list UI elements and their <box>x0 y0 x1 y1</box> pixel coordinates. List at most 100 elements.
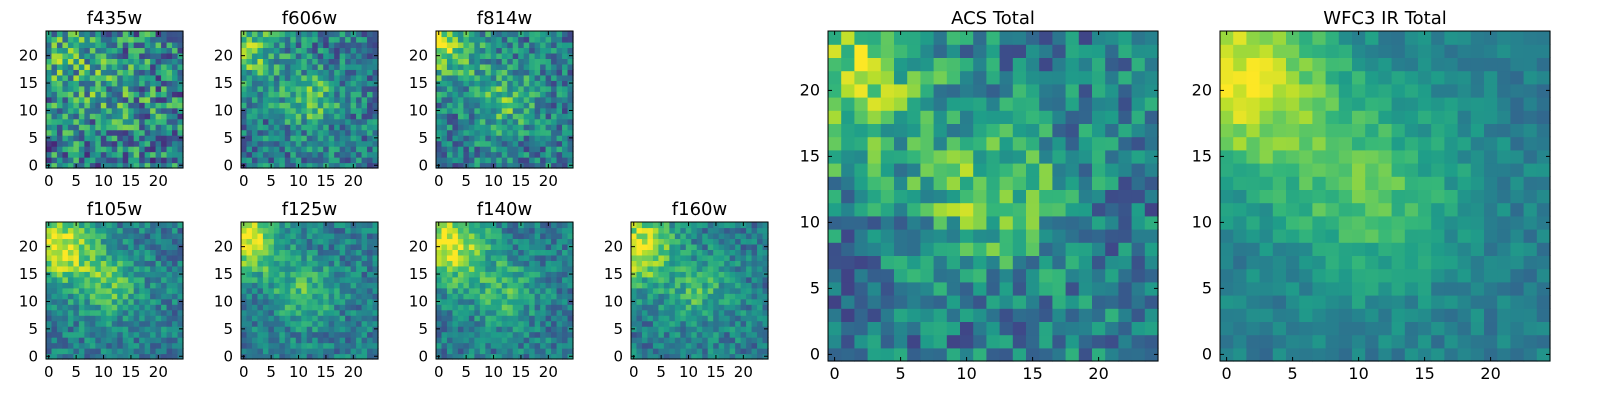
heatmap-cell <box>257 102 264 109</box>
heatmap-cell <box>367 271 374 278</box>
heatmap-cell <box>251 91 259 98</box>
heatmap-cell <box>367 348 374 355</box>
heatmap-cell <box>718 227 725 234</box>
heatmap-cell <box>1039 215 1053 230</box>
heatmap-cell <box>246 129 253 136</box>
heatmap-cell <box>446 151 454 158</box>
heatmap-cell <box>367 135 374 142</box>
heatmap-cell <box>468 331 475 338</box>
heatmap-cell <box>144 265 151 272</box>
heatmap-cell <box>56 227 64 234</box>
x-tick-label: 15 <box>121 172 140 190</box>
heatmap-cell <box>328 282 335 289</box>
heatmap-cell <box>551 298 558 305</box>
heatmap-cell <box>84 36 91 43</box>
heatmap-cell <box>540 151 547 158</box>
heatmap-cell <box>177 293 184 300</box>
heatmap-cell <box>144 238 151 245</box>
heatmap-cell <box>920 163 935 177</box>
heatmap-cell <box>636 238 643 245</box>
heatmap-cell <box>724 260 731 267</box>
heatmap-cell <box>534 102 541 109</box>
heatmap-cell <box>463 260 470 267</box>
heatmap-cell <box>457 80 464 87</box>
heatmap-cell <box>523 342 530 349</box>
heatmap-cell <box>339 41 346 49</box>
heatmap-cell <box>350 227 357 234</box>
heatmap-cell <box>46 113 53 120</box>
heatmap-cell <box>551 124 558 131</box>
heatmap-cell <box>562 304 569 311</box>
heatmap-cell <box>562 118 569 125</box>
heatmap-cell <box>323 320 330 327</box>
heatmap-cell <box>295 135 302 142</box>
heatmap-cell <box>73 58 80 65</box>
heatmap-cell <box>339 151 346 158</box>
heatmap-cell <box>485 58 492 65</box>
heatmap-cell <box>718 243 725 250</box>
heatmap-cell <box>641 353 649 360</box>
heatmap-cell <box>1131 281 1146 296</box>
heatmap-cell <box>106 222 113 229</box>
heatmap-cell <box>854 202 869 217</box>
heatmap-cell <box>100 227 107 234</box>
heatmap-cell <box>273 315 280 322</box>
heatmap-cell <box>463 102 470 109</box>
heatmap-cell <box>350 320 357 327</box>
heatmap-cell <box>345 162 352 169</box>
heatmap-cell <box>128 74 135 81</box>
heatmap-cell <box>166 96 173 103</box>
heatmap-cell <box>334 157 341 164</box>
heatmap-cell <box>46 63 53 70</box>
heatmap-cell <box>446 85 454 92</box>
heatmap-cell <box>290 151 297 158</box>
heatmap-cell <box>946 281 961 296</box>
heatmap-cell <box>474 140 481 147</box>
heatmap-cell <box>1078 255 1093 270</box>
heatmap-cell <box>122 52 129 59</box>
heatmap-cell <box>111 298 118 305</box>
heatmap-cell <box>702 320 709 327</box>
heatmap-cell <box>257 222 264 229</box>
heatmap-cell <box>523 58 530 65</box>
heatmap-cell <box>556 309 563 316</box>
heatmap-cell <box>452 113 459 120</box>
heatmap-cell <box>562 287 569 294</box>
heatmap-cell <box>718 271 725 278</box>
heatmap-cell <box>680 304 687 311</box>
heatmap-cell <box>133 320 140 327</box>
heatmap-cell <box>312 162 319 169</box>
heatmap-cell <box>735 353 742 360</box>
heatmap-cell <box>172 162 179 169</box>
heatmap-cell <box>46 282 53 289</box>
heatmap-cell <box>529 282 536 289</box>
heatmap-cell <box>161 287 168 294</box>
heatmap-cell <box>669 326 676 333</box>
heatmap-cell <box>241 85 248 92</box>
heatmap-cell <box>545 85 552 92</box>
heatmap-cell <box>880 321 895 336</box>
heatmap-cell <box>155 69 162 76</box>
heatmap-cell <box>328 69 335 76</box>
heatmap-cell <box>523 320 530 327</box>
y-tick-label: 20 <box>214 47 233 65</box>
heatmap-cell <box>529 271 536 278</box>
heatmap-cell <box>562 80 569 87</box>
x-tick-label: 0 <box>44 363 54 381</box>
heatmap-cell <box>707 271 714 278</box>
heatmap-cell <box>323 309 330 316</box>
heatmap-cell <box>496 353 503 360</box>
heatmap-cell <box>474 331 481 338</box>
heatmap-cell <box>485 342 492 349</box>
heatmap-cell <box>663 320 670 327</box>
x-tick-label: 0 <box>434 172 444 190</box>
heatmap-cell <box>529 287 536 294</box>
heatmap-cell <box>128 80 135 87</box>
heatmap-cell <box>457 52 464 59</box>
heatmap-cell <box>854 308 869 322</box>
heatmap-cell <box>62 348 69 355</box>
heatmap-cell <box>279 265 286 272</box>
heatmap-cell <box>166 146 173 153</box>
heatmap-cell <box>479 304 486 311</box>
heatmap-cell <box>512 157 519 164</box>
